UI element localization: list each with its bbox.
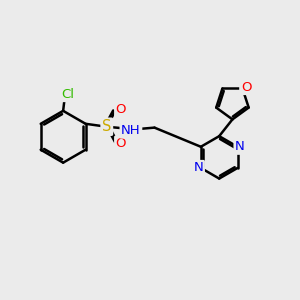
Text: S: S: [102, 119, 112, 134]
Text: N: N: [235, 140, 245, 153]
Text: N: N: [194, 161, 203, 175]
Text: O: O: [241, 80, 251, 94]
Text: O: O: [116, 137, 126, 150]
Text: Cl: Cl: [61, 88, 75, 100]
Text: O: O: [116, 103, 126, 116]
Text: NH: NH: [121, 124, 141, 137]
